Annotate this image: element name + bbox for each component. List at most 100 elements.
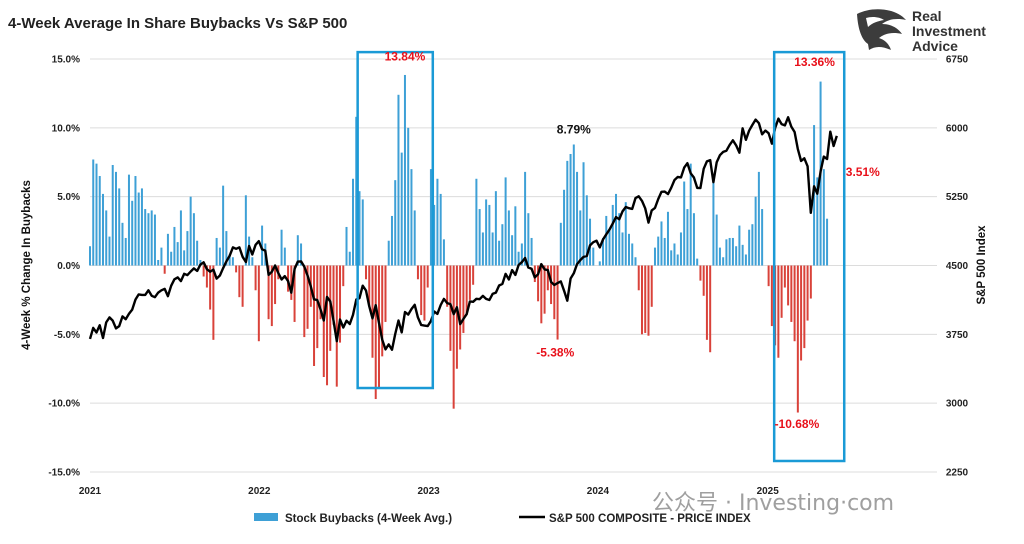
buyback-bar [494,191,497,266]
buyback-bar [345,226,348,266]
buyback-bar [478,209,481,266]
buyback-bar [647,265,650,336]
buyback-bar [615,193,618,266]
buyback-bar [524,171,527,266]
buyback-bar [313,265,316,366]
buyback-bar [202,265,205,277]
buyback-bar [326,265,329,386]
buyback-bar [653,247,656,266]
buyback-bar [118,188,121,266]
buyback-bar [199,259,202,266]
buyback-bar [361,199,364,266]
watermark: 公众号 · Investing·com [652,491,894,516]
buyback-bar [189,196,192,266]
buyback-bar [92,159,95,266]
buyback-bar [712,180,715,266]
buyback-bar [628,233,630,266]
buyback-bar [757,171,760,266]
right-tick-label: 5250 [946,192,969,203]
buyback-bar [770,265,773,327]
buyback-bar [108,236,111,266]
buyback-bar [602,237,605,266]
buyback-bar [735,246,738,266]
buyback-bar [725,239,728,266]
buyback-bar [280,229,283,266]
left-axis-title: 4-Week % Change In Buybacks [21,180,33,350]
buyback-bar [705,265,708,340]
buyback-bar [803,265,806,349]
annotation-label: 8.79% [557,122,591,136]
left-tick-label: 10.0% [52,123,80,134]
buyback-bar [514,206,517,266]
buyback-bar [754,196,757,266]
buyback-bar [767,265,770,287]
buyback-bar [212,265,215,340]
buyback-bar [98,176,101,266]
buyback-bar [446,265,449,307]
buyback-bar [274,265,277,305]
buyback-bar [751,224,754,266]
buyback-bar [381,265,384,357]
buyback-bar [420,265,423,316]
buyback-bar [608,229,611,266]
x-axis-ticks: 2021 2022 2023 2024 2025 [79,486,779,497]
chart-title: 4-Week Average In Share Buybacks Vs S&P … [8,15,347,32]
buyback-bar [816,177,819,266]
buyback-bar [465,265,468,316]
buyback-bar [225,231,228,266]
buyback-bar [205,265,208,288]
buyback-bar [689,163,692,266]
buyback-bar [436,178,439,266]
buyback-bar [579,210,582,266]
buyback-bar [150,210,153,266]
buyback-bar [501,224,504,266]
buyback-bar [582,162,585,266]
buyback-bar [511,235,514,266]
buyback-bar [121,222,124,266]
buyback-bar [559,222,562,266]
buyback-bar [569,153,572,266]
buyback-bar [546,265,549,291]
buyback-bar [403,74,406,266]
buyback-bar [144,209,147,266]
buyback-bar [683,181,686,266]
left-tick-label: -5.0% [54,330,80,341]
buyback-bar [426,265,429,288]
buyback-bar [257,265,260,342]
buyback-bar [192,213,195,266]
buyback-bar [780,265,783,318]
buyback-bar [787,265,790,306]
buyback-bar [670,250,673,266]
buyback-bar [540,265,543,324]
buyback-bar [374,265,377,400]
buyback-bar [368,265,371,306]
gridlines [90,58,937,473]
buyback-bar [826,218,829,266]
buyback-bar [676,254,679,266]
buyback-bar [475,178,478,266]
buyback-bar [550,265,553,305]
buyback-bar [111,165,114,266]
buyback-bar [413,210,416,266]
buyback-bar [572,144,575,266]
buyback-bar [407,127,410,266]
buyback-bar [673,243,676,266]
buyback-bar [644,265,647,333]
buyback-bar [186,231,189,266]
buyback-bar [147,213,150,266]
buyback-bar [95,163,98,266]
buyback-bar [384,265,387,322]
x-tick-label: 2022 [248,486,271,497]
buyback-bar [699,265,702,281]
buyback-bar [131,200,134,266]
buyback-bar [433,204,436,266]
buyback-bar [183,250,186,266]
buyback-bar [790,265,793,322]
buyback-bar [624,202,627,266]
left-tick-label: 15.0% [52,55,80,66]
buyback-bar [397,94,400,266]
buyback-bar [488,204,491,266]
highlight-box-2025 [772,50,846,463]
right-tick-label: 6000 [946,123,969,134]
buyback-bar [481,232,484,266]
